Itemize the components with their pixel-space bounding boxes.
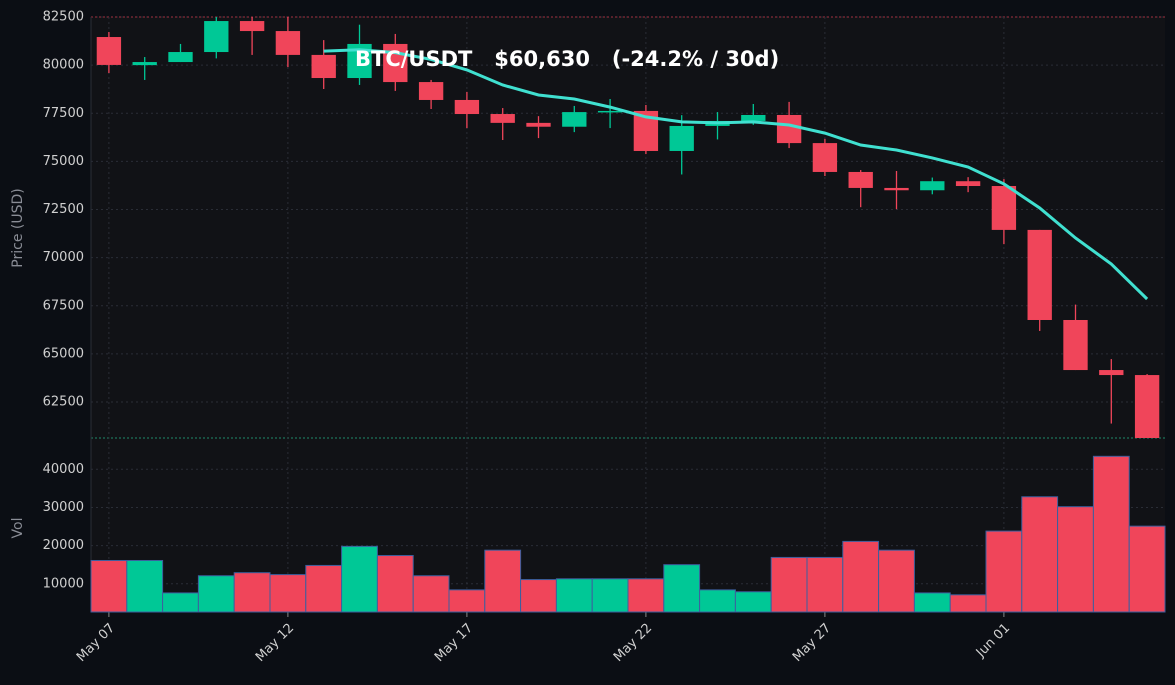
volume-bar (591, 578, 629, 613)
candle-body (776, 114, 802, 144)
candle-body (1027, 229, 1052, 320)
volume-bar (269, 574, 307, 613)
volume-bar (555, 578, 593, 613)
volume-axis-label: Vol (10, 518, 26, 539)
candle-body (275, 31, 301, 55)
y-tick-label: 72500 (43, 202, 84, 217)
volume-bar (878, 549, 915, 613)
volume-bar (126, 559, 164, 613)
y-tick-label: 67500 (43, 298, 84, 313)
candle-body (1134, 375, 1160, 438)
volume-bar (913, 592, 951, 613)
volume-bar (90, 559, 128, 613)
candle-body (1099, 370, 1124, 376)
volume-bar (949, 594, 987, 613)
moving-average-line (323, 48, 1149, 301)
candle-body (884, 187, 909, 191)
volume-bar (1092, 455, 1130, 613)
volume-bar (770, 556, 808, 613)
candle-body (741, 114, 766, 121)
chart-title: BTC/USDT $60,630 (-24.2% / 30d) (355, 47, 779, 71)
y-tick-label: 75000 (43, 154, 84, 169)
y-axis-label: Price (USD) (10, 188, 26, 267)
candle-body (132, 62, 157, 66)
candle-body (168, 52, 193, 63)
candle-body (1063, 319, 1088, 371)
volume-bar (341, 545, 378, 613)
candle-body (239, 21, 265, 32)
candle-body (597, 110, 623, 113)
volume-bar (1128, 525, 1166, 613)
volume-bar (842, 540, 880, 613)
candle-body (96, 37, 122, 65)
volume-bar (376, 555, 414, 613)
volume-bar (985, 530, 1023, 613)
plot-area (91, 17, 1165, 612)
y-tick-label: 82500 (43, 10, 84, 25)
volume-bar (806, 556, 844, 613)
volume-bar (1057, 506, 1094, 613)
candle-body (669, 125, 694, 151)
volume-bar (448, 589, 486, 613)
volume-bar (233, 572, 271, 613)
volume-bar (484, 549, 522, 613)
volume-bar (197, 575, 235, 613)
candle-body (204, 21, 229, 53)
y-tick-label: 70000 (43, 250, 84, 265)
y-tick-label: 62500 (43, 395, 84, 410)
volume-bar (412, 575, 450, 613)
volume-bar (520, 579, 557, 613)
y-tick-label: 80000 (43, 58, 84, 73)
candle-body (991, 186, 1017, 230)
volume-bar (734, 591, 772, 613)
candle-body (383, 43, 408, 83)
candle-body (311, 54, 336, 79)
candle-body (562, 112, 587, 127)
y-tick-label: 77500 (43, 106, 84, 121)
volume-bar (162, 592, 199, 613)
y-tick-label: 65000 (43, 346, 84, 361)
volume-tick-label: 20000 (43, 538, 84, 553)
volume-tick-label: 40000 (43, 462, 84, 477)
candle-body (920, 181, 945, 191)
volume-bar (663, 564, 701, 613)
volume-tick-label: 30000 (43, 500, 84, 515)
candle-body (955, 181, 981, 187)
candle-body (848, 171, 873, 188)
candle-body (812, 143, 838, 172)
volume-bar (1021, 496, 1059, 613)
candle-body (526, 122, 551, 127)
candle-body (454, 99, 480, 115)
volume-tick-label: 10000 (43, 576, 84, 591)
volume-bar (627, 578, 665, 613)
volume-bar (699, 589, 736, 613)
volume-bar (305, 564, 343, 613)
candle-body (490, 114, 515, 123)
candle-body (418, 82, 444, 100)
